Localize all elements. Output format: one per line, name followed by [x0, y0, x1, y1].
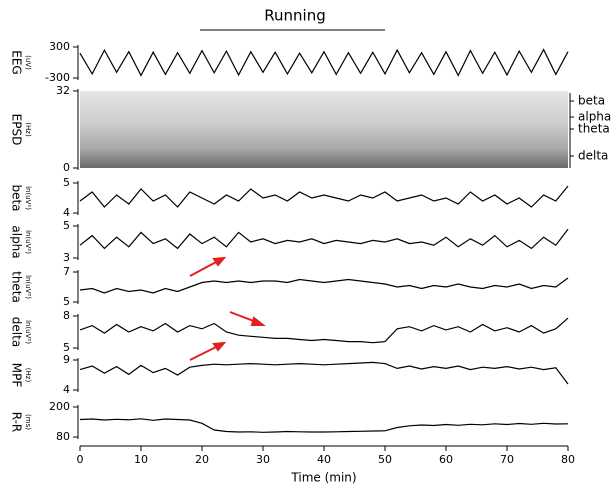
trace — [79, 277, 569, 294]
y-tick-label: 300 — [49, 40, 70, 53]
x-tick-label: 40 — [317, 453, 331, 466]
y-axis-label: MPF — [10, 363, 24, 388]
y-tick-label: -300 — [45, 71, 70, 84]
x-tick-label: 0 — [77, 453, 84, 466]
x-tick-label: 20 — [195, 453, 209, 466]
band-label: beta — [578, 94, 605, 108]
y-tick-label: 3 — [63, 251, 70, 264]
y-tick-label: 9 — [63, 353, 70, 366]
band-label: theta — [578, 122, 610, 136]
y-tick-label: 200 — [49, 400, 70, 413]
trace — [79, 418, 569, 433]
y-tick-label: 0 — [63, 161, 70, 174]
y-axis-unit: (Hz) — [24, 122, 32, 137]
band-label: alpha — [578, 110, 611, 124]
y-axis-unit: ln(uV²) — [24, 186, 32, 210]
y-axis-unit: (Hz) — [24, 368, 32, 383]
y-axis-label: delta — [10, 317, 24, 347]
trace — [79, 228, 569, 250]
x-tick-label: 50 — [378, 453, 392, 466]
trace — [79, 185, 569, 208]
y-tick-label: 4 — [63, 206, 70, 219]
y-axis-unit: ln(uV²) — [24, 275, 32, 299]
y-tick-label: 5 — [63, 176, 70, 189]
y-tick-label: 7 — [63, 265, 70, 278]
trace — [79, 48, 569, 77]
y-tick-label: 80 — [56, 430, 70, 443]
trace — [79, 361, 569, 385]
x-tick-label: 80 — [561, 453, 575, 466]
y-axis-unit: (uV) — [24, 55, 32, 70]
x-tick-label: 60 — [439, 453, 453, 466]
chart-title: Running — [264, 7, 325, 25]
spectrogram — [80, 91, 568, 168]
band-label: delta — [578, 149, 608, 163]
red-arrows — [189, 256, 266, 361]
y-tick-label: 5 — [63, 295, 70, 308]
y-tick-label: 5 — [63, 219, 70, 232]
y-tick-label: 5 — [63, 341, 70, 354]
y-axis-unit: ln(uV²) — [24, 230, 32, 254]
y-axis-label: theta — [10, 271, 24, 303]
y-axis-label: EPSD — [10, 114, 24, 146]
y-axis-label: beta — [10, 184, 24, 211]
trace — [79, 317, 569, 344]
x-tick-label: 30 — [256, 453, 270, 466]
y-axis-label: EEG — [10, 50, 24, 74]
y-axis-label: R-R — [10, 412, 24, 433]
y-axis-unit: ln(uV²) — [24, 320, 32, 344]
x-tick-label: 10 — [134, 453, 148, 466]
x-tick-label: 70 — [500, 453, 514, 466]
y-axis-unit: (ms) — [24, 414, 32, 430]
y-tick-label: 32 — [56, 84, 70, 97]
y-axis-label: alpha — [10, 225, 24, 258]
y-tick-label: 8 — [63, 309, 70, 322]
x-axis-label: Time (min) — [290, 471, 356, 485]
y-tick-label: 4 — [63, 383, 70, 396]
